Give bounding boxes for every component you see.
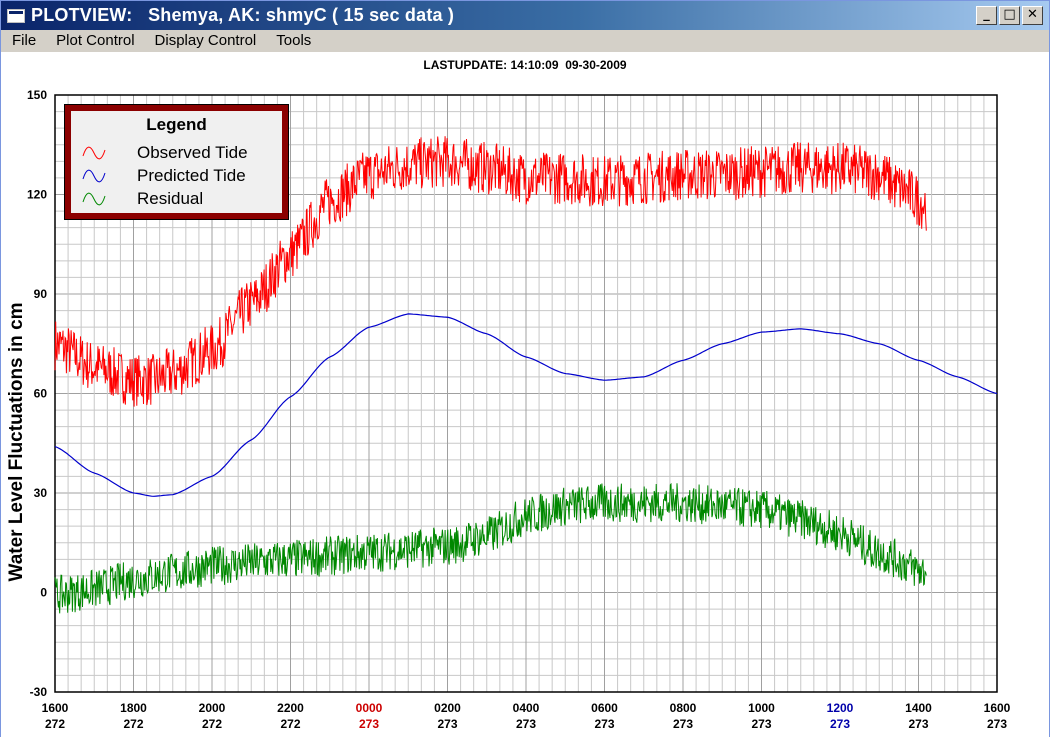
x-tick-day-label: 272: [123, 717, 143, 731]
minimize-button[interactable]: _: [976, 6, 997, 25]
legend-label-predicted: Predicted Tide: [137, 166, 246, 185]
x-tick-time-label: 0600: [591, 701, 618, 715]
wave-icon: [82, 169, 106, 183]
menu-file[interactable]: File: [12, 32, 37, 49]
y-tick-label: 120: [27, 188, 47, 202]
x-tick-day-label: 273: [359, 717, 379, 731]
legend-label-observed: Observed Tide: [137, 143, 248, 162]
x-tick-day-label: 272: [280, 717, 300, 731]
y-tick-label: 90: [34, 287, 48, 301]
x-tick-day-label: 273: [908, 717, 928, 731]
y-tick-label: 150: [27, 88, 47, 102]
x-tick-time-label: 1200: [827, 701, 854, 715]
menu-tools[interactable]: Tools: [276, 32, 312, 49]
close-button[interactable]: ✕: [1022, 6, 1043, 25]
last-update-label: LASTUPDATE: 14:10:09 09-30-2009: [423, 58, 627, 72]
x-tick-time-label: 0400: [513, 701, 540, 715]
x-tick-time-label: 0800: [670, 701, 697, 715]
x-tick-time-label: 1600: [984, 701, 1011, 715]
legend-item-observed: Observed Tide: [81, 142, 248, 164]
wave-icon: [82, 146, 106, 160]
x-tick-day-label: 273: [673, 717, 693, 731]
title-bar[interactable]: PLOTVIEW: Shemya, AK: shmyC ( 15 sec dat…: [1, 1, 1049, 30]
wave-icon: [82, 192, 106, 206]
window-controls: _ □ ✕: [976, 6, 1043, 25]
x-tick-day-label: 273: [987, 717, 1007, 731]
x-tick-day-label: 273: [437, 717, 457, 731]
series-line-residual: [54, 482, 927, 614]
legend-box: Legend Observed Tide Predicted Tide Resi…: [64, 104, 289, 220]
legend-label-residual: Residual: [137, 189, 204, 208]
x-tick-day-label: 273: [594, 717, 614, 731]
x-tick-time-label: 1000: [748, 701, 775, 715]
x-tick-time-label: 1600: [42, 701, 69, 715]
app-window-icon[interactable]: [7, 8, 25, 23]
y-tick-label: 30: [34, 486, 48, 500]
series-line-observed: [54, 136, 927, 407]
x-tick-time-label: 2200: [277, 701, 304, 715]
maximize-button[interactable]: □: [999, 6, 1020, 25]
x-tick-day-label: 272: [202, 717, 222, 731]
x-tick-day-label: 273: [516, 717, 536, 731]
x-tick-time-label: 0200: [434, 701, 461, 715]
x-tick-time-label: 0000: [356, 701, 383, 715]
series-line-predicted: [54, 313, 998, 497]
window-title: PLOTVIEW: Shemya, AK: shmyC ( 15 sec dat…: [31, 5, 455, 25]
y-tick-label: 60: [34, 387, 48, 401]
menu-bar: File Plot Control Display Control Tools: [1, 30, 1049, 52]
x-tick-day-label: 273: [751, 717, 771, 731]
legend-title: Legend: [146, 115, 207, 134]
x-tick-day-label: 272: [45, 717, 65, 731]
legend-item-residual: Residual: [81, 188, 203, 210]
y-tick-label: 0: [40, 586, 47, 600]
y-tick-label: -30: [30, 685, 48, 699]
x-tick-time-label: 1400: [905, 701, 932, 715]
x-tick-day-label: 273: [830, 717, 850, 731]
x-tick-time-label: 2000: [199, 701, 226, 715]
legend-item-predicted: Predicted Tide: [81, 165, 246, 187]
menu-plot-control[interactable]: Plot Control: [56, 32, 135, 49]
plot-area: LASTUPDATE: 14:10:09 09-30-2009 Water Le…: [1, 52, 1049, 737]
tide-chart: 150 120 90 60 30 0 -30 1600 272 1800 272 2000 272 220…: [27, 88, 1011, 731]
x-tick-time-label: 1800: [120, 701, 147, 715]
menu-display-control[interactable]: Display Control: [154, 32, 257, 49]
